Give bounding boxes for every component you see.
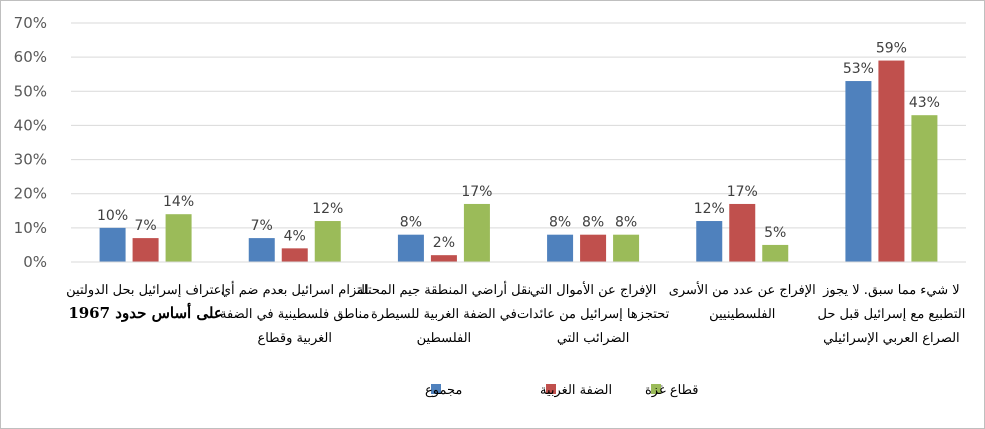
bar <box>878 60 905 262</box>
bar <box>397 234 424 262</box>
category-label: الإفراج عن الأموال التي <box>530 281 657 298</box>
bar <box>314 221 341 262</box>
bar <box>463 203 490 262</box>
data-label: 4% <box>284 228 306 244</box>
bar <box>729 203 756 262</box>
data-label: 8% <box>615 215 637 231</box>
bar <box>165 214 192 262</box>
y-tick-label: 0% <box>23 253 47 271</box>
data-label: 17% <box>461 184 492 200</box>
data-label: 59% <box>876 41 907 57</box>
y-tick-label: 20% <box>14 185 47 203</box>
category-label: مناطق فلسطينية في الضفة <box>220 307 369 322</box>
data-label: 7% <box>134 218 156 234</box>
data-label: 14% <box>163 194 194 210</box>
bar <box>248 238 275 262</box>
category-label: نقل أراضي المنطقة جيم المحتلة <box>357 281 531 298</box>
data-label: 5% <box>764 225 786 241</box>
data-label: 12% <box>312 201 343 217</box>
y-tick-label: 10% <box>14 219 47 237</box>
category-label: على أساس حدود 1967 <box>68 302 223 322</box>
category-label: لا شيء مما سبق. لا يجوز <box>822 283 960 298</box>
data-label: 17% <box>727 184 758 200</box>
bar <box>696 221 723 262</box>
y-tick-label: 30% <box>14 151 47 169</box>
bar <box>281 248 308 262</box>
category-label: الإفراج عن عدد من الأسرى <box>669 281 816 298</box>
data-label: 53% <box>843 61 874 77</box>
y-tick-label: 70% <box>14 14 47 32</box>
y-tick-label: 60% <box>14 48 47 66</box>
y-tick-label: 40% <box>14 116 47 134</box>
category-label: التزام اسرائيل بعدم ضم أي <box>221 281 369 298</box>
legend-swatch <box>651 384 661 394</box>
bar <box>911 115 938 262</box>
data-label: 10% <box>97 208 128 224</box>
y-tick-label: 50% <box>14 82 47 100</box>
bar <box>430 255 457 262</box>
bar <box>762 244 789 262</box>
data-label: 12% <box>694 201 725 217</box>
data-label: 7% <box>251 218 273 234</box>
category-label: الفلسطينيين <box>709 307 775 322</box>
category-label: الغربية وقطاع <box>257 331 332 346</box>
bar <box>99 227 126 262</box>
legend-label: مجموع <box>425 383 462 398</box>
bar <box>132 238 159 262</box>
category-label: الفلسطين <box>417 331 472 346</box>
bar <box>613 234 640 262</box>
category-label: تحتجزها إسرائيل من عائدات <box>517 307 670 322</box>
bar <box>580 234 607 262</box>
data-label: 43% <box>909 95 940 111</box>
category-label: في الضفة الغربية للسيطرة <box>371 307 517 322</box>
data-label: 8% <box>400 215 422 231</box>
category-label: الضرائب التي <box>557 331 629 346</box>
data-label: 8% <box>582 215 604 231</box>
data-label: 8% <box>549 215 571 231</box>
legend-label: قطاع غزة <box>645 383 699 398</box>
data-label: 2% <box>433 235 455 251</box>
category-label: التطبيع مع إسرائيل قبل حل <box>817 307 965 322</box>
legend-swatch <box>546 384 556 394</box>
category-label: اعتراف إسرائيل بحل الدولتين <box>66 283 225 298</box>
category-label: الصراع العربي الإسرائيلي <box>823 331 960 346</box>
legend-label: الضفة الغربية <box>540 383 612 398</box>
bar <box>547 234 574 262</box>
bar <box>845 81 872 263</box>
legend-swatch <box>431 384 441 394</box>
